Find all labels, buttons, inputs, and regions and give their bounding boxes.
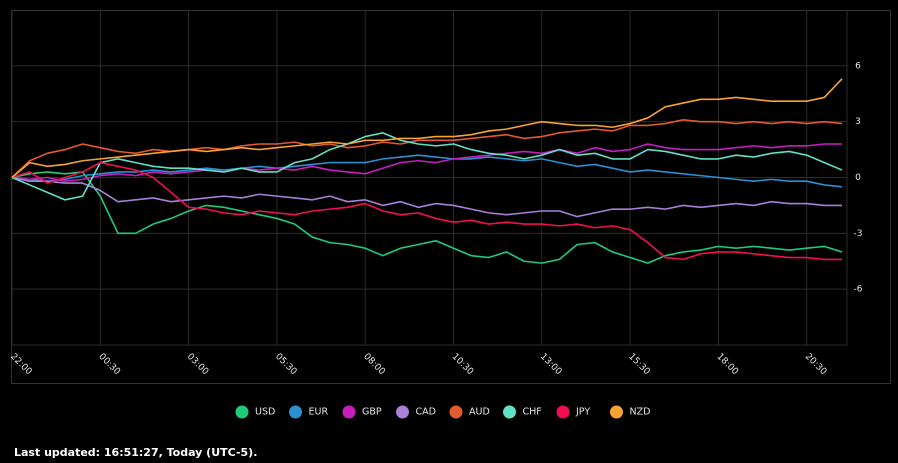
x-tick-label: 18:00: [715, 352, 741, 378]
legend-label[interactable]: AUD: [469, 407, 490, 418]
legend-swatch[interactable]: [556, 405, 570, 419]
x-tick-label: 20:30: [803, 352, 829, 378]
legend-swatch[interactable]: [396, 405, 409, 419]
y-tick-label: 6: [855, 61, 861, 71]
series-line: [11, 132, 843, 201]
legend-label[interactable]: GBP: [362, 407, 382, 418]
legend-label[interactable]: NZD: [630, 407, 651, 418]
y-tick-label: 0: [855, 173, 861, 183]
chart-frame: [11, 10, 891, 384]
series-line: [11, 171, 843, 264]
legend-label[interactable]: EUR: [309, 407, 329, 418]
legend-label[interactable]: CHF: [523, 407, 542, 418]
legend-swatch[interactable]: [342, 405, 356, 419]
x-tick-label: 10:30: [450, 352, 476, 378]
y-tick-label: -6: [854, 285, 863, 295]
x-tick-label: 00:30: [96, 352, 122, 378]
y-tick-label: 3: [855, 117, 861, 127]
legend-label[interactable]: JPY: [575, 407, 590, 418]
last-updated: Last updated: 16:51:27, Today (UTC-5).: [14, 446, 257, 459]
series-line: [11, 176, 843, 218]
legend-swatch[interactable]: [503, 405, 516, 419]
legend-swatch[interactable]: [235, 405, 249, 419]
legend-label[interactable]: CAD: [416, 407, 436, 418]
legend-label[interactable]: USD: [255, 407, 275, 418]
x-tick-label: 03:00: [185, 352, 211, 378]
legend-swatch[interactable]: [610, 405, 623, 419]
x-tick-label: 15:30: [626, 352, 652, 378]
series-line: [11, 119, 843, 179]
x-tick-label: 13:00: [538, 352, 564, 378]
series-line: [11, 154, 843, 188]
y-tick-label: -3: [854, 229, 863, 239]
legend-swatch[interactable]: [289, 405, 302, 419]
x-tick-label: 08:00: [361, 352, 387, 378]
series-line: [11, 78, 843, 179]
series-line: [11, 161, 843, 261]
x-tick-label: 05:30: [273, 352, 299, 378]
series-line: [11, 143, 843, 183]
legend-swatch[interactable]: [449, 405, 463, 419]
